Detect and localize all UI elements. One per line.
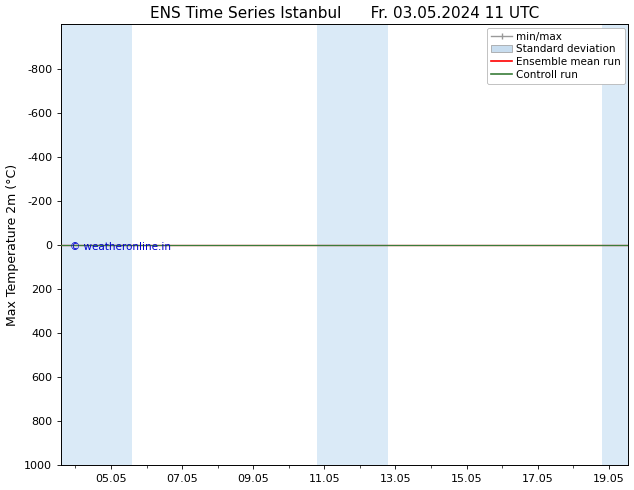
Bar [317, 24, 389, 465]
Legend: min/max, Standard deviation, Ensemble mean run, Controll run: min/max, Standard deviation, Ensemble me… [488, 27, 625, 84]
Y-axis label: Max Temperature 2m (°C): Max Temperature 2m (°C) [6, 164, 18, 326]
Bar [602, 24, 628, 465]
Bar [61, 24, 133, 465]
Title: ENS Time Series Istanbul      Fr. 03.05.2024 11 UTC: ENS Time Series Istanbul Fr. 03.05.2024 … [150, 5, 540, 21]
Text: © weatheronline.in: © weatheronline.in [70, 242, 171, 252]
